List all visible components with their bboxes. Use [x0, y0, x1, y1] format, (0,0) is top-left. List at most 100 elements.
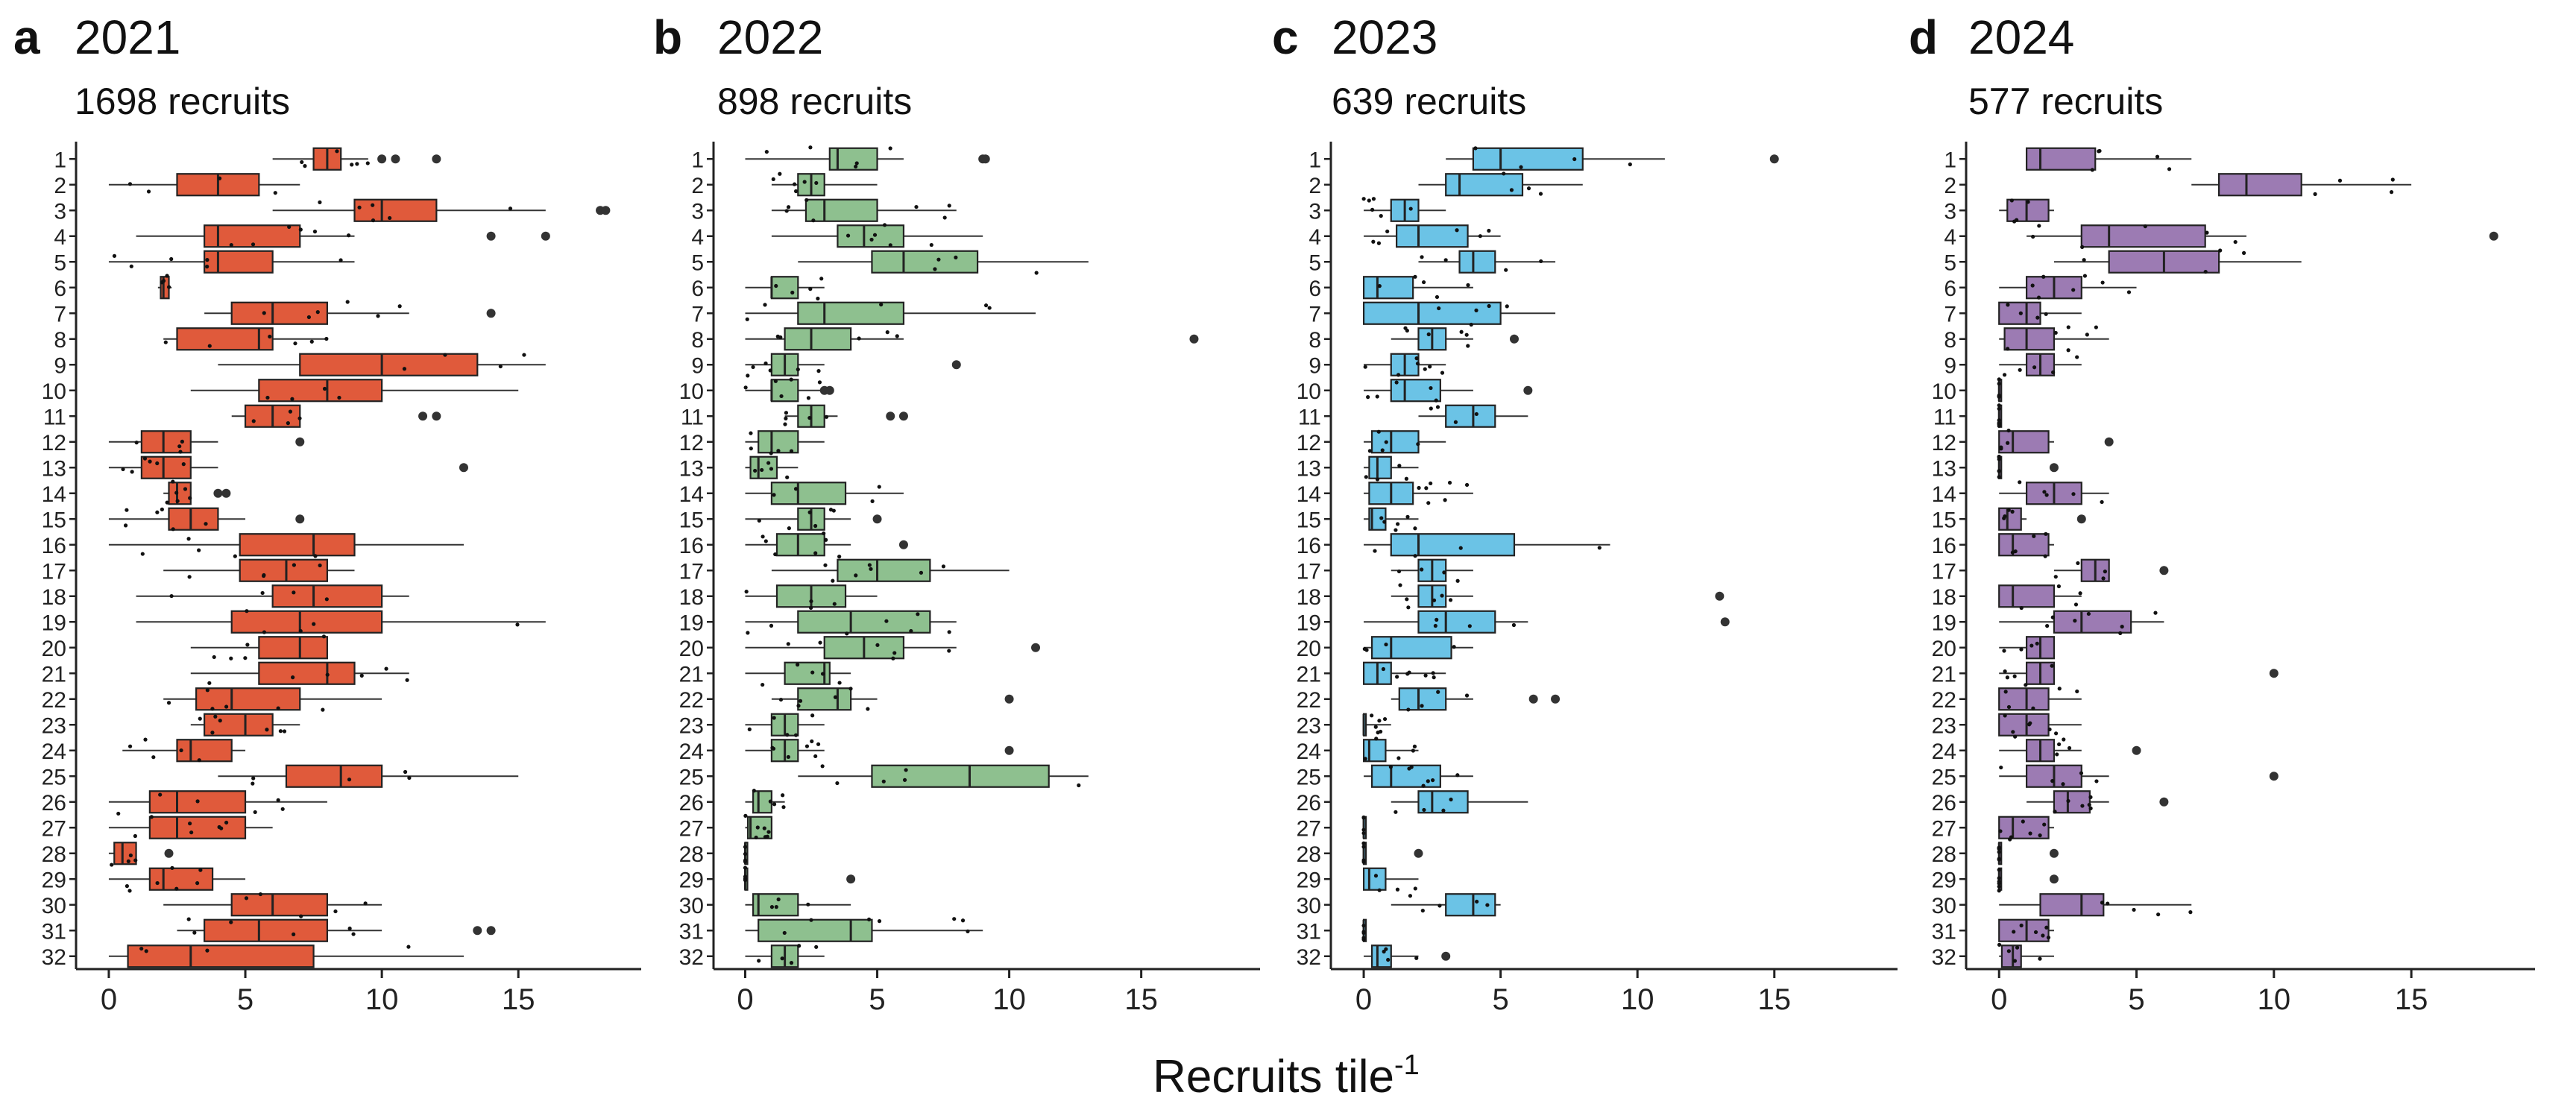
- y-tick-label: 28: [1297, 842, 1321, 867]
- data-point: [197, 548, 201, 552]
- data-point: [2103, 570, 2107, 574]
- data-point: [857, 336, 861, 341]
- box-row: [1364, 944, 1451, 968]
- y-tick-label: 8: [1944, 328, 1956, 353]
- y-tick-label: 31: [42, 919, 66, 944]
- data-point: [1455, 773, 1460, 778]
- box-row: [231, 404, 441, 428]
- data-point: [1426, 332, 1431, 337]
- data-point: [2120, 625, 2124, 629]
- data-point: [743, 851, 748, 857]
- outlier-point: [432, 411, 441, 421]
- outlier-point: [295, 514, 305, 524]
- data-point: [151, 755, 156, 760]
- outlier-point: [486, 231, 496, 241]
- data-point: [188, 496, 192, 500]
- box: [230, 610, 383, 634]
- y-tick-label: 17: [1932, 559, 1956, 584]
- data-point: [2218, 248, 2223, 253]
- data-point: [288, 409, 293, 414]
- data-point: [809, 918, 813, 922]
- data-point: [2057, 742, 2062, 747]
- data-point: [112, 253, 117, 258]
- data-point: [1442, 570, 1446, 575]
- box-row: [190, 713, 300, 737]
- box: [746, 816, 773, 839]
- data-point: [213, 714, 218, 719]
- box: [770, 379, 799, 403]
- data-point: [743, 865, 748, 870]
- data-point: [2205, 230, 2209, 235]
- data-point: [983, 303, 989, 308]
- y-tick-label: 30: [1297, 894, 1321, 918]
- data-point: [778, 697, 784, 702]
- box-row: [136, 609, 546, 634]
- data-point: [882, 223, 887, 227]
- data-point: [1408, 206, 1413, 211]
- outlier-point: [432, 154, 441, 164]
- box: [176, 327, 274, 351]
- data-point: [1466, 344, 1470, 348]
- data-point: [1413, 554, 1417, 558]
- data-point: [371, 203, 375, 207]
- box-row: [1361, 815, 1367, 839]
- data-point: [2088, 806, 2093, 810]
- data-point: [1997, 857, 2001, 862]
- y-tick-label: 25: [1297, 765, 1321, 789]
- data-point: [171, 479, 175, 484]
- data-point: [744, 590, 749, 594]
- box: [176, 739, 233, 763]
- outlier-point: [2132, 745, 2141, 755]
- x-tick-label: 5: [869, 983, 885, 1016]
- data-point: [753, 468, 758, 473]
- outlier-point: [473, 926, 482, 936]
- data-point: [1997, 876, 2001, 880]
- data-point: [786, 754, 790, 760]
- outlier-point: [2076, 514, 2086, 524]
- box-row: [1999, 764, 2279, 788]
- data-point: [771, 746, 776, 751]
- data-point: [783, 422, 787, 426]
- data-point: [325, 672, 330, 677]
- data-point: [1538, 192, 1543, 196]
- box: [1998, 533, 2050, 557]
- data-point: [776, 449, 781, 453]
- y-tick-label: 3: [54, 199, 66, 224]
- box-row: [1998, 816, 2054, 842]
- data-point: [2050, 615, 2055, 619]
- data-point: [820, 764, 825, 769]
- box: [1368, 507, 1387, 531]
- box-row: [136, 224, 550, 248]
- data-point: [872, 233, 878, 237]
- box-row: [1364, 224, 1501, 248]
- panel-plot-b: 0 5 10 151234567891011121314151617181920212…: [679, 142, 1260, 1016]
- y-tick-label: 17: [1297, 559, 1321, 584]
- data-point: [299, 914, 303, 918]
- data-point: [210, 707, 215, 711]
- box: [1368, 455, 1392, 479]
- box-row: [2027, 224, 2498, 249]
- data-point: [797, 944, 802, 948]
- y-tick-label: 7: [54, 302, 66, 327]
- y-tick-label: 13: [42, 456, 66, 481]
- data-point: [1077, 783, 1081, 788]
- data-point: [229, 920, 233, 924]
- data-point: [1370, 207, 1375, 212]
- box-row: [1362, 867, 1419, 892]
- data-point: [251, 419, 256, 423]
- data-point: [2018, 480, 2022, 485]
- data-point: [321, 707, 325, 712]
- outlier-point: [898, 411, 908, 421]
- data-point: [929, 242, 933, 247]
- data-point: [771, 177, 775, 182]
- data-point: [888, 243, 892, 247]
- y-tick-label: 14: [1932, 482, 1956, 507]
- box-row: [745, 455, 799, 479]
- data-point: [779, 394, 784, 399]
- outlier-point: [872, 514, 882, 524]
- box-row: [1362, 713, 1391, 737]
- outlier-point: [2489, 231, 2498, 241]
- data-point: [155, 461, 160, 466]
- data-point: [2044, 312, 2048, 316]
- data-point: [919, 570, 924, 575]
